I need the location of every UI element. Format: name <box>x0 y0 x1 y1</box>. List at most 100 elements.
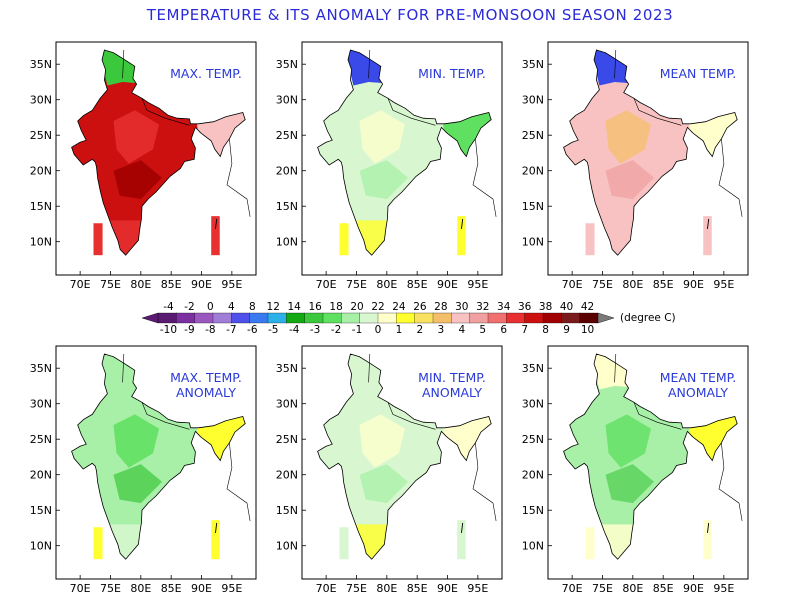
colorbar-swatch <box>157 312 177 324</box>
nepal-border <box>387 402 436 430</box>
contour-region <box>359 414 405 468</box>
india-outline <box>317 353 492 560</box>
lat-tick-label: 25N <box>522 433 544 446</box>
nepal-border <box>633 402 682 430</box>
india-base-fill <box>71 354 246 560</box>
lat-tick-label: 30N <box>276 94 298 107</box>
panel-frame <box>547 41 749 276</box>
lon-tick-label: 75E <box>346 278 367 291</box>
colorbar-top-label: 36 <box>518 301 532 313</box>
colorbar-swatch <box>267 312 287 324</box>
andaman-inset <box>211 216 220 256</box>
colorbar-bottom-label: 7 <box>521 324 528 336</box>
colorbar-top-label: 28 <box>434 301 447 313</box>
colorbar-bottom-label: 0 <box>375 324 382 336</box>
lon-tick-label: 95E <box>713 278 734 291</box>
colorbar: -4 -2 0 4 8 12 14 16 18 20 22 24 26 28 30 32 34 36 38 40 42-… <box>141 301 676 336</box>
northern-border <box>368 353 371 383</box>
colorbar-bottom-label: -1 <box>352 324 362 336</box>
colorbar-top-label: 20 <box>350 301 363 313</box>
lat-tick-label: 35N <box>276 362 298 375</box>
panel-label: MAX. TEMP. <box>170 370 242 385</box>
lon-tick-label: 90E <box>191 278 212 291</box>
lat-tick-label: 30N <box>522 94 544 107</box>
lat-tick-label: 25N <box>30 129 52 142</box>
lon-tick-label: 85E <box>407 278 428 291</box>
myanmar-border <box>472 138 497 217</box>
colorbar-swatch <box>542 312 562 324</box>
colorbar-top-label: 24 <box>392 301 406 313</box>
panel-min-temp-anomaly: 70E 75E 80E 85E 90E 95E 35N 30N 25N 20N 15N 10N MIN.… <box>276 345 503 595</box>
panel-frame <box>301 345 503 580</box>
panel-label: ANOMALY <box>176 385 236 400</box>
lat-tick-label: 10N <box>522 236 544 249</box>
colorbar-swatch <box>212 312 232 324</box>
lat-tick-label: 15N <box>30 504 52 517</box>
contour-region <box>359 110 405 164</box>
myanmar-border <box>718 138 743 217</box>
colorbar-top-label: 14 <box>288 301 302 313</box>
lon-tick-label: 95E <box>221 278 242 291</box>
colorbar-top-label: 0 <box>207 301 214 313</box>
lat-tick-label: 25N <box>276 433 298 446</box>
lon-tick-label: 70E <box>70 582 91 595</box>
northern-border <box>122 353 125 383</box>
lon-tick-label: 70E <box>316 278 337 291</box>
colorbar-unit: (degree C) <box>620 312 676 324</box>
colorbar-bottom-label: 6 <box>500 324 507 336</box>
colorbar-swatch <box>561 312 581 324</box>
panel-frame <box>301 41 503 276</box>
panel-mean-temp: 70E 75E 80E 85E 90E 95E 35N 30N 25N 20N 15N 10N MEAN… <box>522 41 749 291</box>
lat-tick-label: 10N <box>276 540 298 553</box>
lat-tick-label: 10N <box>276 236 298 249</box>
contour-region <box>605 160 655 200</box>
lon-tick-label: 85E <box>161 582 182 595</box>
colorbar-bottom-label: 2 <box>417 324 424 336</box>
colorbar-top-label: -2 <box>184 301 194 313</box>
colorbar-bottom-label: 10 <box>581 324 594 336</box>
andaman-inset <box>457 216 466 256</box>
panel-label: MEAN TEMP. <box>660 66 736 81</box>
panel-label: MEAN TEMP. <box>660 370 736 385</box>
andaman-islands <box>215 522 218 533</box>
lon-tick-label: 95E <box>467 278 488 291</box>
lon-tick-label: 75E <box>100 278 121 291</box>
lon-tick-label: 70E <box>70 278 91 291</box>
colorbar-bottom-label: 5 <box>479 324 486 336</box>
colorbar-top-label: 12 <box>267 301 280 313</box>
colorbar-min-arrow <box>141 312 159 324</box>
colorbar-swatch <box>451 312 471 324</box>
lon-tick-label: 90E <box>437 278 458 291</box>
colorbar-top-label: 18 <box>329 301 342 313</box>
colorbar-swatch <box>506 312 526 324</box>
colorbar-top-label: 30 <box>455 301 468 313</box>
panel-min-temp: 70E 75E 80E 85E 90E 95E 35N 30N 25N 20N 15N 10N MIN.… <box>276 41 503 291</box>
northern-border <box>122 49 125 79</box>
colorbar-bottom-label: -6 <box>247 324 258 336</box>
lat-tick-label: 35N <box>30 362 52 375</box>
colorbar-bottom-label: -10 <box>160 324 177 336</box>
lon-tick-label: 85E <box>161 278 182 291</box>
india-base-fill <box>71 50 246 256</box>
lat-tick-label: 35N <box>522 362 544 375</box>
figure-title: TEMPERATURE & ITS ANOMALY FOR PRE-MONSOO… <box>146 6 674 24</box>
colorbar-bottom-label: 8 <box>542 324 549 336</box>
contour-region <box>359 464 409 504</box>
lat-tick-label: 25N <box>276 129 298 142</box>
lakshadweep-inset <box>93 527 103 560</box>
lat-tick-label: 30N <box>276 398 298 411</box>
northern-border <box>614 353 617 383</box>
andaman-islands <box>707 522 710 533</box>
map-panels: 70E 75E 80E 85E 90E 95E 35N 30N 25N 20N 15N 10N MAX.… <box>30 41 749 595</box>
lon-tick-label: 80E <box>130 582 151 595</box>
contour-region <box>113 464 163 504</box>
colorbar-swatch <box>194 312 214 324</box>
lat-tick-label: 25N <box>522 129 544 142</box>
lon-tick-label: 75E <box>592 278 613 291</box>
colorbar-top-label: 22 <box>371 301 384 313</box>
colorbar-swatch <box>524 312 544 324</box>
andaman-inset <box>703 216 712 256</box>
lon-tick-label: 75E <box>592 582 613 595</box>
lat-tick-label: 20N <box>276 469 298 482</box>
lon-tick-label: 70E <box>562 582 583 595</box>
